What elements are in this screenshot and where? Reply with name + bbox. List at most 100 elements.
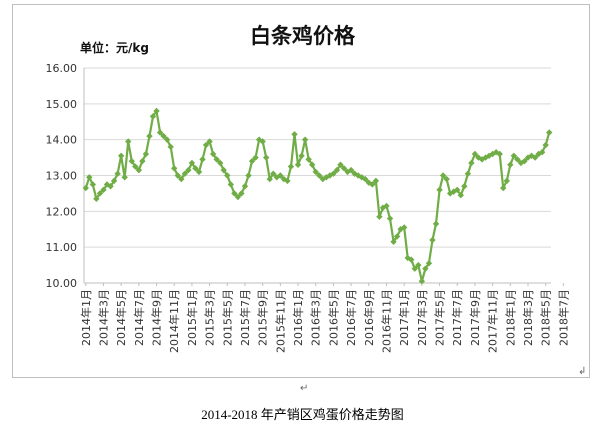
data-point [213,156,220,163]
x-tick-label: 2017年7月 [450,289,464,346]
x-tick-label: 2015年3月 [203,289,217,346]
data-point [411,265,418,272]
data-point [163,136,171,143]
data-point [231,190,238,197]
data-point [383,202,390,210]
data-point [316,172,323,179]
data-point [82,184,89,192]
data-point [408,256,415,263]
data-point [503,177,510,185]
x-tick-label: 2018年3月 [521,289,535,346]
data-point [531,154,539,161]
data-point [238,190,245,197]
data-point [277,172,284,179]
data-point [224,172,231,179]
x-tick-label: 2015年1月 [185,289,199,346]
data-point [284,177,291,185]
data-point [372,177,380,185]
data-point [96,190,104,197]
data-point [142,150,150,158]
x-tick-label: 2017年9月 [468,289,482,346]
data-point [439,172,447,179]
y-tick-label: 16.00 [46,62,78,75]
data-point [89,181,97,188]
x-tick-label: 2015年11月 [273,289,287,353]
data-point [337,161,344,168]
data-point [443,175,450,183]
x-tick-label: 2014年7月 [132,289,146,346]
data-point [241,183,249,190]
data-point [454,186,461,194]
data-point [174,172,181,179]
x-tick-label: 2016年9月 [362,289,376,346]
x-tick-label: 2017年1月 [397,289,411,346]
data-point [125,138,132,145]
data-point [340,165,348,172]
data-point [312,168,319,176]
y-tick-label: 12.00 [46,205,78,218]
data-point [546,129,553,136]
x-tick-label: 2016年3月 [309,289,323,346]
x-tick-label: 2015年5月 [220,289,234,346]
data-point [457,192,464,199]
data-point [542,141,549,149]
data-point [107,183,114,190]
y-tick-label: 11.00 [46,241,78,254]
data-point [393,233,401,240]
data-point [206,138,213,145]
figure-caption: 2014-2018 年产销区鸡蛋价格走势图 [201,407,404,422]
x-tick-label: 2014年11月 [167,289,181,353]
data-point [418,278,426,285]
data-point [270,170,277,177]
data-point [422,265,429,272]
data-point [234,193,242,201]
data-point [86,174,93,181]
chart-title: 白条鸡价格 [250,24,355,48]
y-tick-label: 15.00 [46,98,78,111]
data-point [171,165,178,172]
data-point [156,129,164,136]
data-point [333,166,341,174]
data-point [291,131,298,138]
data-point [326,172,334,179]
data-point [464,170,472,177]
data-point [263,154,270,161]
data-point [248,157,256,165]
data-point [397,226,404,233]
x-tick-label: 2018年1月 [503,289,517,346]
data-point [202,141,210,149]
x-tick-label: 2017年3月 [415,289,429,346]
data-point [149,113,157,120]
data-point [146,132,153,140]
chart-frame [12,4,590,378]
data-point [135,166,143,174]
data-point [308,161,316,168]
data-point [188,159,196,167]
x-tick-label: 2014年9月 [150,289,164,346]
data-point [436,186,443,194]
x-tick-label: 2018年7月 [556,289,570,346]
data-point [266,175,273,183]
data-point [354,172,362,179]
data-point [167,143,174,151]
x-tick-label: 2015年9月 [256,289,270,346]
x-tick-label: 2015年7月 [238,289,252,346]
data-point [217,159,224,167]
data-point [298,152,305,159]
data-point [468,159,475,167]
data-point [514,156,521,163]
data-point [100,186,107,194]
x-tick-label: 2016年11月 [379,289,393,353]
x-tick-label: 2017年5月 [433,289,447,346]
data-point [209,150,217,158]
data-point [117,152,125,159]
data-point [507,161,514,168]
data-point [132,163,139,170]
data-point [245,172,252,179]
data-point [160,132,167,140]
data-point [227,181,235,188]
data-point [432,220,440,228]
x-tick-label: 2017年11月 [486,289,500,353]
data-point [489,150,496,158]
